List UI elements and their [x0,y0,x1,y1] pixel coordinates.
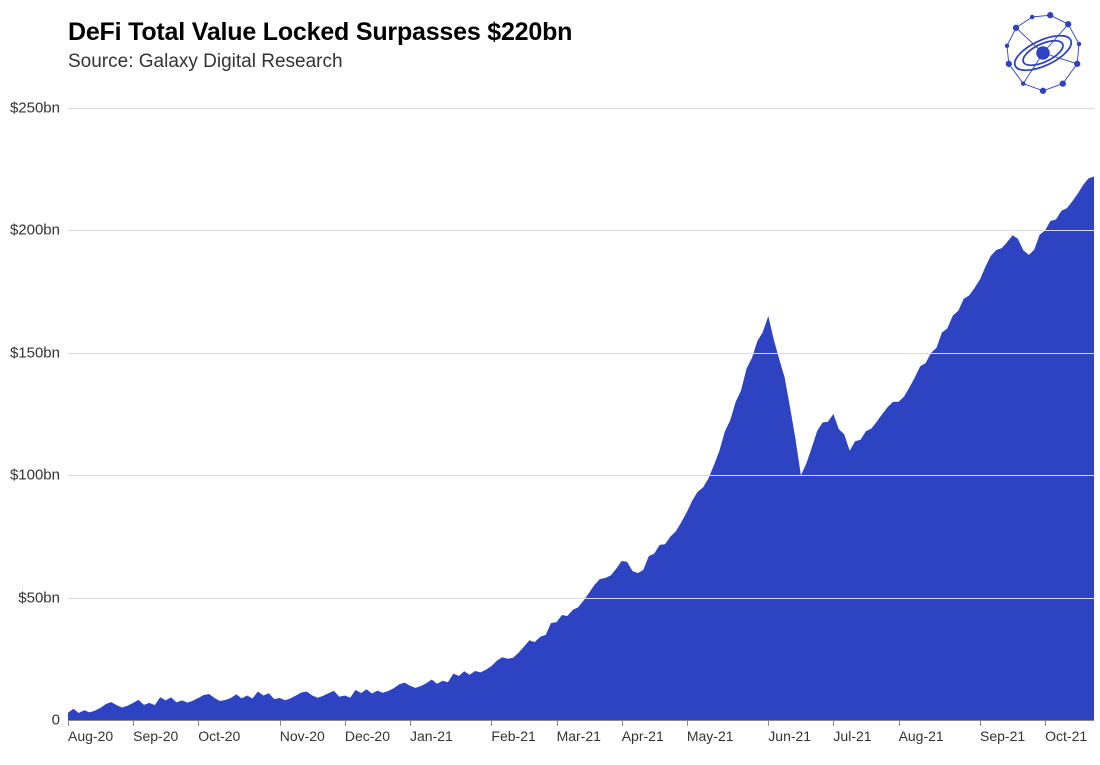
x-axis-label: Dec-20 [345,728,390,744]
y-axis-label: 0 [52,712,60,729]
x-tick-mark [1045,720,1046,726]
chart-plot-area [68,108,1094,720]
x-axis-label: Aug-21 [899,728,944,744]
x-tick-mark [899,720,900,726]
y-axis-label: $150bn [10,344,60,361]
gridline [68,230,1094,231]
x-tick-mark [198,720,199,726]
gridline [68,108,1094,109]
x-axis-label: Jan-21 [410,728,453,744]
gridline [68,353,1094,354]
y-axis-label: $50bn [18,589,60,606]
x-tick-mark [768,720,769,726]
chart-subtitle: Source: Galaxy Digital Research [68,51,572,73]
x-axis-label: May-21 [687,728,734,744]
x-tick-mark [980,720,981,726]
x-axis-label: Jul-21 [833,728,871,744]
x-axis-label: Jun-21 [768,728,811,744]
x-axis-label: Aug-20 [68,728,113,744]
y-axis-label: $100bn [10,467,60,484]
x-tick-mark [410,720,411,726]
x-axis-label: Feb-21 [491,728,535,744]
galaxy-digital-logo-icon [998,8,1088,98]
chart-title: DeFi Total Value Locked Surpasses $220bn [68,18,572,47]
x-tick-mark [687,720,688,726]
x-axis-label: Mar-21 [557,728,601,744]
x-tick-mark [345,720,346,726]
x-tick-mark [833,720,834,726]
x-tick-mark [557,720,558,726]
x-tick-mark [491,720,492,726]
y-axis-label: $200bn [10,222,60,239]
x-tick-mark [133,720,134,726]
x-axis-label: Nov-20 [280,728,325,744]
x-axis-label: Oct-20 [198,728,240,744]
gridline [68,598,1094,599]
x-axis-label: Sep-21 [980,728,1025,744]
x-tick-mark [68,720,69,726]
x-tick-mark [280,720,281,726]
x-axis-label: Apr-21 [622,728,664,744]
y-axis-label: $250bn [10,100,60,117]
x-axis-label: Sep-20 [133,728,178,744]
x-axis: Aug-20 Sep-20 Oct-20 Nov-20 Dec-20 Jan-21 Feb-… [68,720,1094,750]
gridline [68,475,1094,476]
x-axis-label: Oct-21 [1045,728,1087,744]
tvl-area-series [68,177,1094,721]
x-tick-mark [622,720,623,726]
